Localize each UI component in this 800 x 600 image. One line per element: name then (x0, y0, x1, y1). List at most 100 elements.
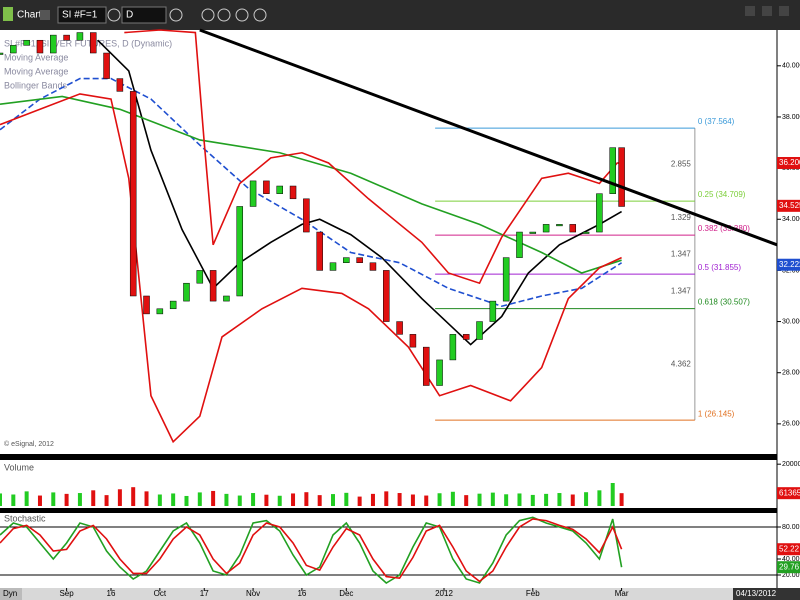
volume-bar (104, 495, 109, 506)
tool-button[interactable] (217, 8, 231, 22)
fib-label: 0.618 (30.507) (698, 298, 750, 307)
candle (409, 334, 417, 348)
x-tick-label: 17 (200, 589, 209, 598)
volume-bar (171, 493, 176, 506)
symbol-text: SI #F=1 (62, 10, 98, 21)
y-tick-label: 80.00 (782, 524, 800, 531)
volume-bar (437, 493, 442, 506)
candle (223, 295, 230, 302)
volume-bar (224, 493, 229, 506)
x-tick-label: Dec (339, 589, 353, 598)
volume-bar (11, 494, 16, 506)
fib-gap: 1.329 (671, 213, 692, 222)
x-tick-label: Mar (615, 589, 629, 598)
volume-bar (357, 496, 362, 506)
clock-button[interactable] (169, 8, 183, 22)
x-tick-label: 16 (297, 589, 306, 598)
volume-bar (184, 495, 189, 506)
volume-bar (384, 491, 389, 506)
candle (556, 224, 563, 227)
candle (609, 147, 616, 194)
end-date-box (733, 588, 800, 600)
candle (89, 32, 97, 54)
volume-bar (291, 493, 296, 506)
price-marker-label: 32.222 (779, 260, 800, 269)
y-tick-label: 38.000 (782, 114, 800, 121)
volume-bar (410, 494, 415, 506)
draw-button[interactable] (201, 8, 215, 22)
maximize-button[interactable] (762, 6, 772, 16)
link-chart-button[interactable] (253, 8, 267, 22)
candle (462, 334, 470, 340)
legend-entry: Moving Average (4, 66, 68, 76)
minimize-button[interactable] (745, 6, 755, 16)
volume-bar (610, 483, 615, 506)
candle (596, 193, 603, 233)
candle (129, 91, 137, 297)
candle (569, 224, 577, 233)
indicator-line (124, 29, 622, 285)
volume-bar (424, 495, 429, 506)
candle (289, 185, 297, 200)
volume-bar (251, 493, 256, 506)
stochastic-line (0, 516, 623, 584)
candle (618, 147, 625, 207)
volume-bar (77, 493, 82, 506)
volume-bar (397, 493, 402, 506)
candle (10, 45, 17, 54)
fib-gap: 1.347 (671, 286, 692, 295)
candle (63, 34, 70, 41)
volume-bar (197, 492, 202, 506)
candle (383, 270, 390, 322)
fib-gap: 1.347 (671, 250, 692, 259)
volume-bar (304, 492, 309, 506)
volume-bar (117, 489, 122, 506)
candle (263, 180, 270, 194)
candle (422, 346, 430, 386)
refresh-button[interactable] (107, 8, 121, 22)
settings-button[interactable] (235, 8, 249, 22)
interval-text: D (126, 10, 133, 21)
candle (236, 206, 244, 297)
price-axis (777, 30, 800, 588)
volume-bar (51, 492, 56, 506)
y-tick-label: 28.000 (782, 370, 800, 377)
symbol-input[interactable] (57, 6, 107, 24)
volume-bar (91, 490, 96, 506)
app-icon (3, 7, 13, 21)
close-button[interactable] (779, 6, 789, 16)
interval-input[interactable] (121, 6, 167, 24)
price-marker-label: 61365 (779, 488, 800, 497)
link-button[interactable] (40, 10, 50, 20)
stochastic-label: Stochastic (4, 513, 46, 523)
fib-label: 0.25 (34.709) (698, 190, 746, 199)
x-tick-label: 2012 (435, 589, 453, 598)
price-marker-label: 52.22 (779, 544, 800, 553)
candle (343, 257, 350, 263)
copyright: © eSignal, 2012 (4, 440, 54, 448)
candle (476, 321, 483, 340)
y-tick-label: 26.000 (782, 421, 800, 428)
candle (303, 198, 310, 233)
price-panel (0, 30, 777, 454)
candle (169, 300, 177, 310)
x-tick-label: Feb (526, 589, 540, 598)
legend-entry: Moving Average (4, 52, 68, 62)
fib-label: 1 (26.145) (698, 409, 735, 418)
volume-bar (131, 487, 136, 506)
volume-bar (570, 494, 575, 506)
candle (449, 334, 457, 361)
y-tick-label: 40.00 (782, 556, 800, 563)
volume-bar (344, 492, 349, 506)
mode-box[interactable] (0, 588, 22, 600)
candle (316, 231, 323, 271)
price-marker (777, 543, 800, 556)
y-tick-label: 40.000 (782, 63, 800, 70)
candle (356, 257, 363, 263)
indicator-line (0, 77, 623, 308)
plot-layer: Sep 16 Oct 17 Nov 16 Dec 2012 Feb Mar 26.000 28.000… (0, 28, 800, 598)
indicator-line (0, 93, 622, 444)
candle (396, 321, 403, 335)
volume-bar (37, 495, 42, 506)
